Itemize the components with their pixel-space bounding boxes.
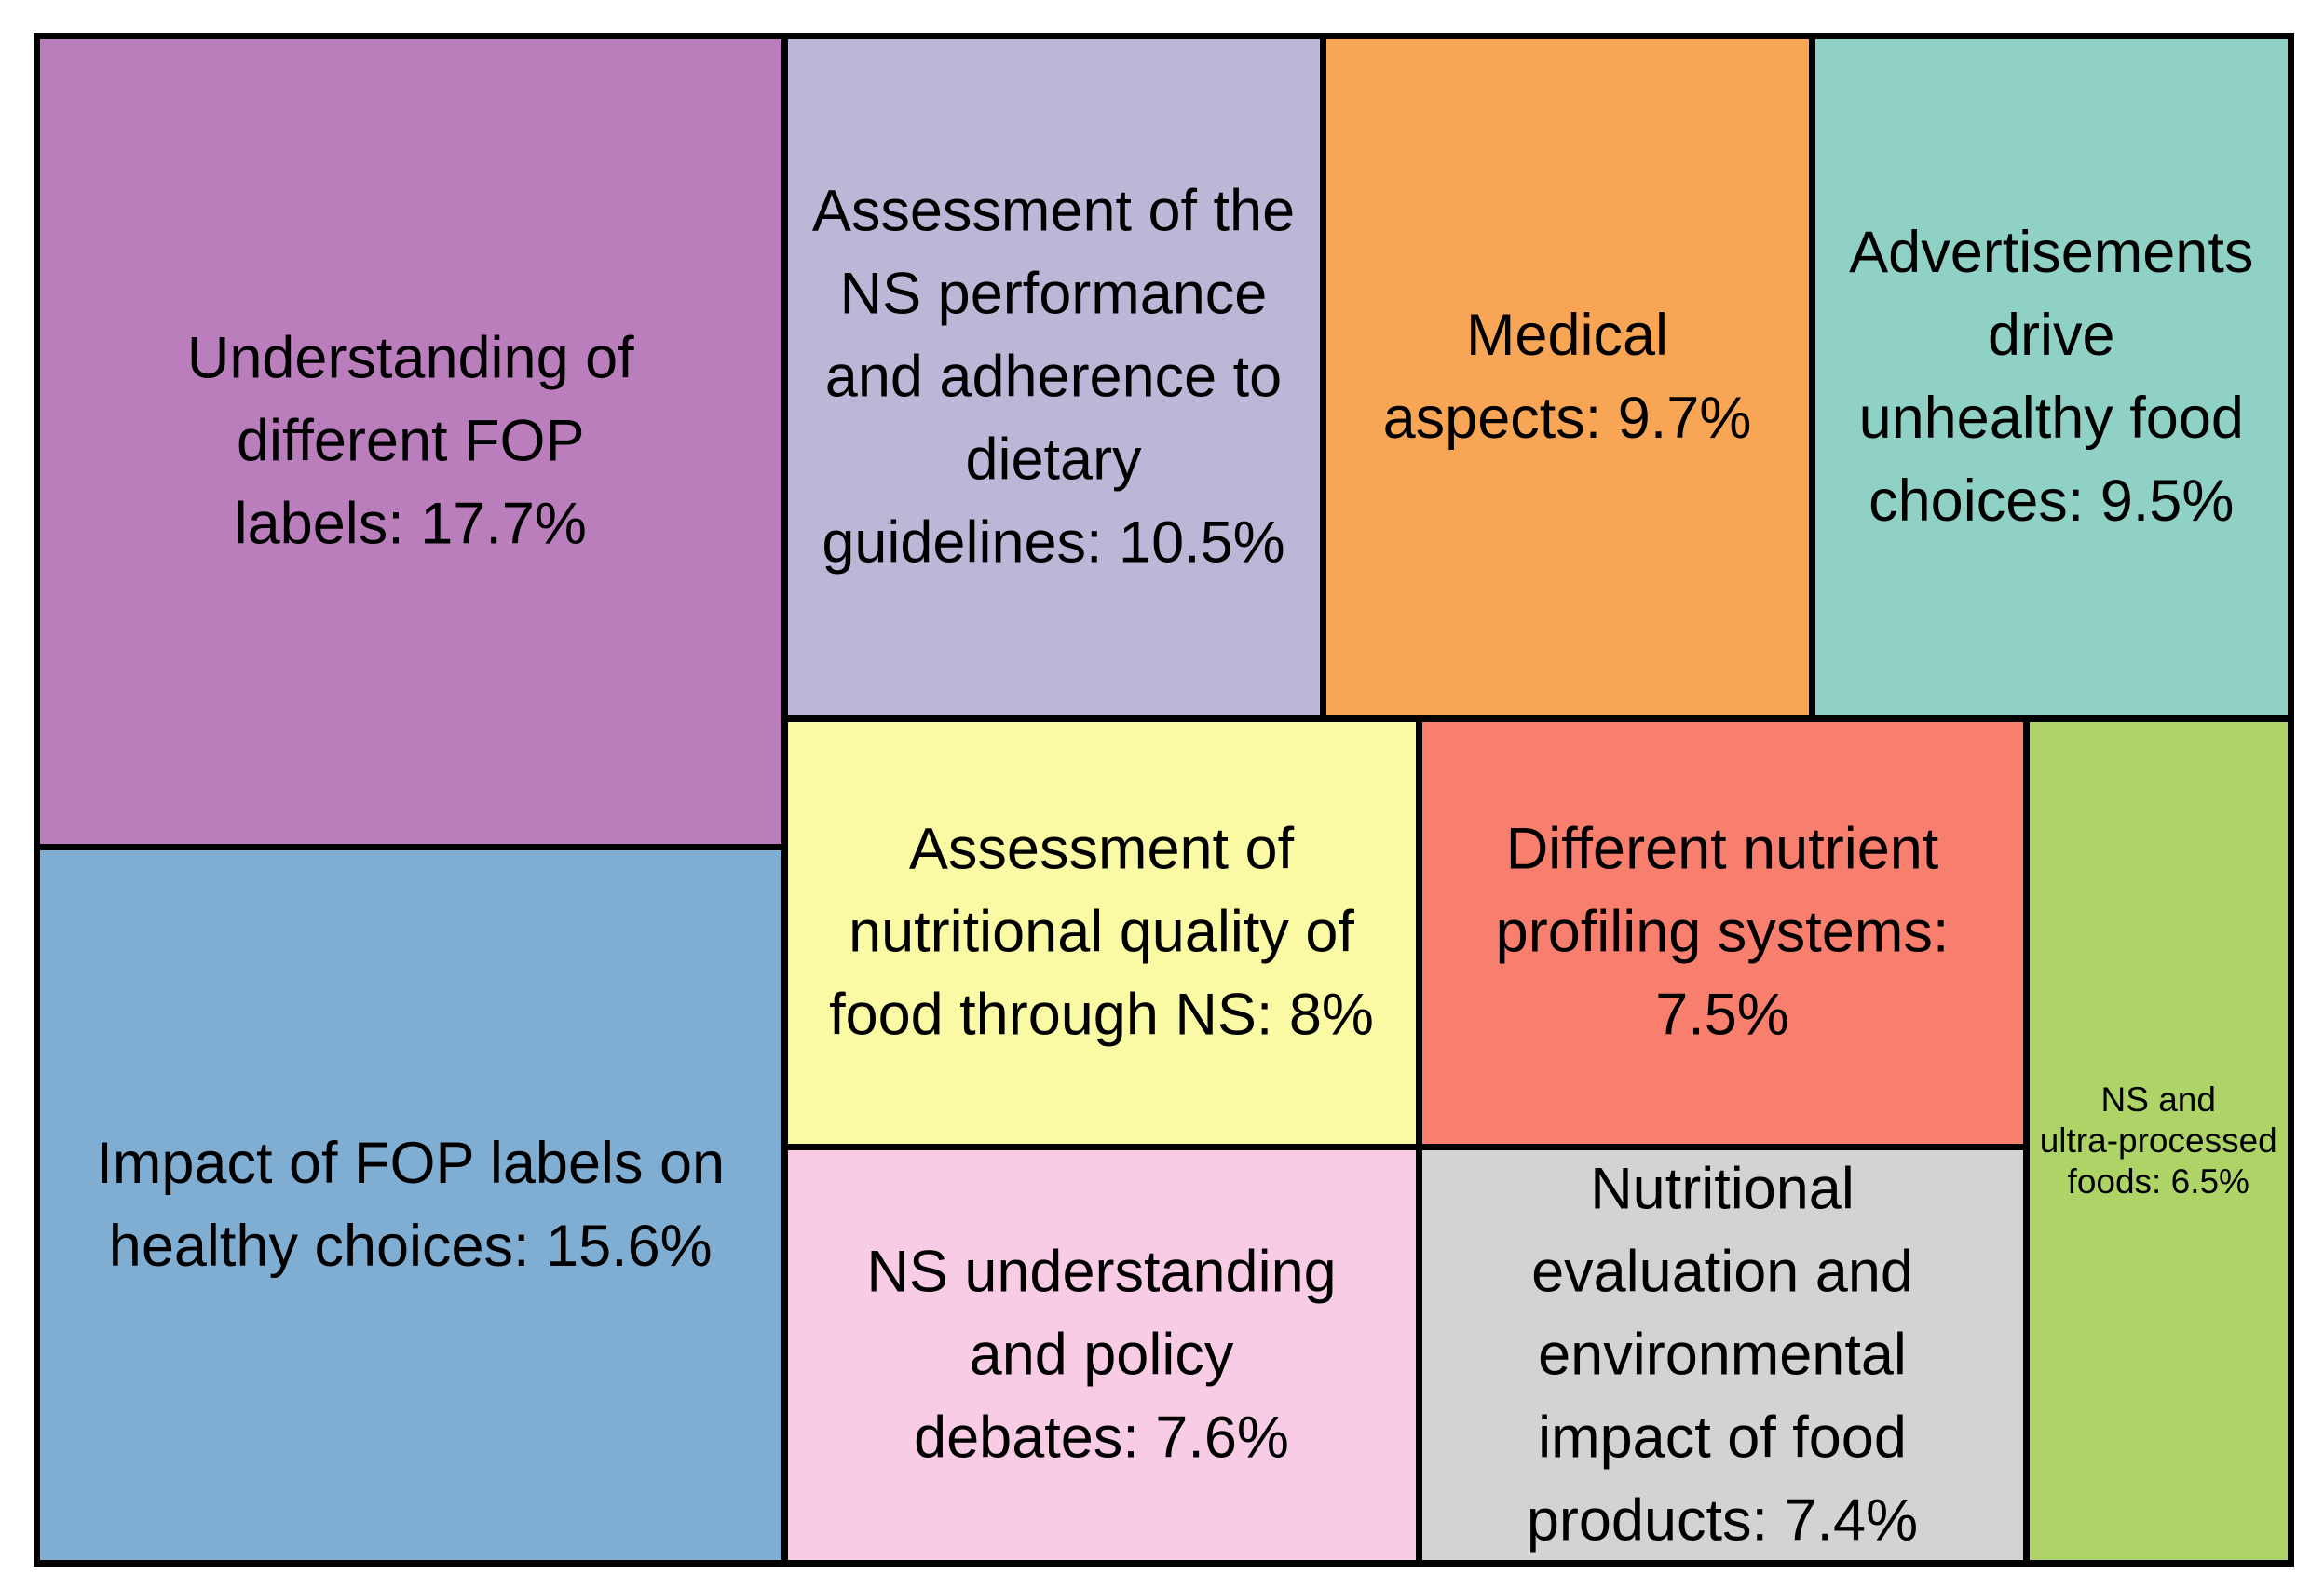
treemap-cell-impact-fop-labels: Impact of FOP labels on healthy choices: … (40, 849, 781, 1560)
treemap-cell-nutritional-quality-ns: Assessment of nutritional quality of food … (787, 721, 1416, 1144)
cell-label-line: Assessment of the (811, 178, 1296, 244)
cell-label-line: Impact of FOP labels on (96, 1130, 726, 1196)
cell-label-medical-aspects: Medical aspects: 9.7% (1326, 294, 1809, 460)
cell-label-line: Different nutrient (1505, 816, 1939, 882)
cell-label-line: dietary (965, 427, 1142, 493)
treemap-cell-advertisements-unhealthy-food: Advertisements drive unhealthy food choices… (1814, 39, 2289, 715)
treemap-cell-nutrient-profiling-systems: Different nutrient profiling systems: 7.5% (1421, 721, 2023, 1144)
treemap-cell-ns-ultra-processed-foods: NS and ultra-processed foods: 6.5% (2029, 721, 2289, 1560)
cell-label-line: 7.5% (1655, 982, 1789, 1048)
cell-label-line: drive (1987, 302, 2115, 368)
treemap-cell-nutritional-evaluation-environmental: Nutritional evaluation and environmental im… (1421, 1148, 2023, 1562)
cell-label-line: Understanding of (186, 325, 634, 391)
cell-label-line: evaluation and (1531, 1239, 1913, 1305)
cell-label-line: food through NS: 8% (829, 982, 1374, 1048)
treemap-cell-ns-understanding-policy: NS understanding and policy debates: 7.6% (787, 1149, 1416, 1560)
cell-label-line: debates: 7.6% (914, 1405, 1289, 1471)
cell-label-nutrient-profiling-systems: Different nutrient profiling systems: 7.5% (1422, 808, 2023, 1057)
cell-label-line: Medical (1465, 302, 1669, 368)
cell-label-nutritional-evaluation-environmental: Nutritional evaluation and environmental im… (1422, 1148, 2023, 1562)
cell-label-line: and adherence to (824, 344, 1283, 410)
cell-label-line: guidelines: 10.5% (822, 509, 1285, 576)
cell-label-line: products: 7.4% (1526, 1487, 1919, 1554)
cell-label-line: foods: 6.5% (2067, 1161, 2249, 1201)
cell-label-line: unhealthy food (1858, 385, 2244, 451)
cell-label-advertisements-unhealthy-food: Advertisements drive unhealthy food choices… (1815, 211, 2289, 543)
cell-label-line: NS and (2100, 1080, 2216, 1119)
cell-label-line: profiling systems: (1495, 899, 1950, 965)
cell-label-line: choices: 9.5% (1869, 468, 2235, 534)
cell-label-nutritional-quality-ns: Assessment of nutritional quality of food … (788, 808, 1416, 1057)
cell-label-line: NS performance (839, 261, 1268, 327)
cell-label-line: nutritional quality of (849, 899, 1354, 965)
cell-label-line: Nutritional (1590, 1156, 1855, 1222)
treemap-cell-understanding-fop-labels: Understanding of different FOP labels: 17.… (40, 39, 781, 844)
treemap-cell-medical-aspects: Medical aspects: 9.7% (1325, 39, 1809, 715)
cell-label-line: healthy choices: 15.6% (108, 1213, 713, 1279)
cell-label-line: impact of food (1538, 1405, 1907, 1471)
cell-label-line: aspects: 9.7% (1382, 385, 1752, 451)
cell-label-line: labels: 17.7% (234, 491, 587, 557)
cell-label-ns-performance-adherence: Assessment of the NS performance and adher… (788, 170, 1320, 584)
cell-label-line: environmental (1538, 1322, 1907, 1388)
treemap-cell-ns-performance-adherence: Assessment of the NS performance and adher… (787, 39, 1320, 715)
cell-label-line: Assessment of (908, 816, 1295, 882)
cell-label-line: NS understanding (866, 1239, 1337, 1305)
treemap: Understanding of different FOP labels: 17.… (34, 33, 2294, 1567)
cell-label-ns-understanding-policy: NS understanding and policy debates: 7.6% (788, 1230, 1416, 1479)
cell-label-line: Advertisements (1849, 219, 2254, 285)
cell-label-line: different FOP (236, 408, 585, 474)
cell-label-line: and policy (969, 1322, 1234, 1388)
cell-label-line: ultra-processed (2039, 1120, 2277, 1160)
cell-label-impact-fop-labels: Impact of FOP labels on healthy choices: … (40, 1122, 781, 1288)
cell-label-understanding-fop-labels: Understanding of different FOP labels: 17.… (40, 317, 781, 565)
cell-label-ns-ultra-processed-foods: NS and ultra-processed foods: 6.5% (2030, 1080, 2289, 1202)
